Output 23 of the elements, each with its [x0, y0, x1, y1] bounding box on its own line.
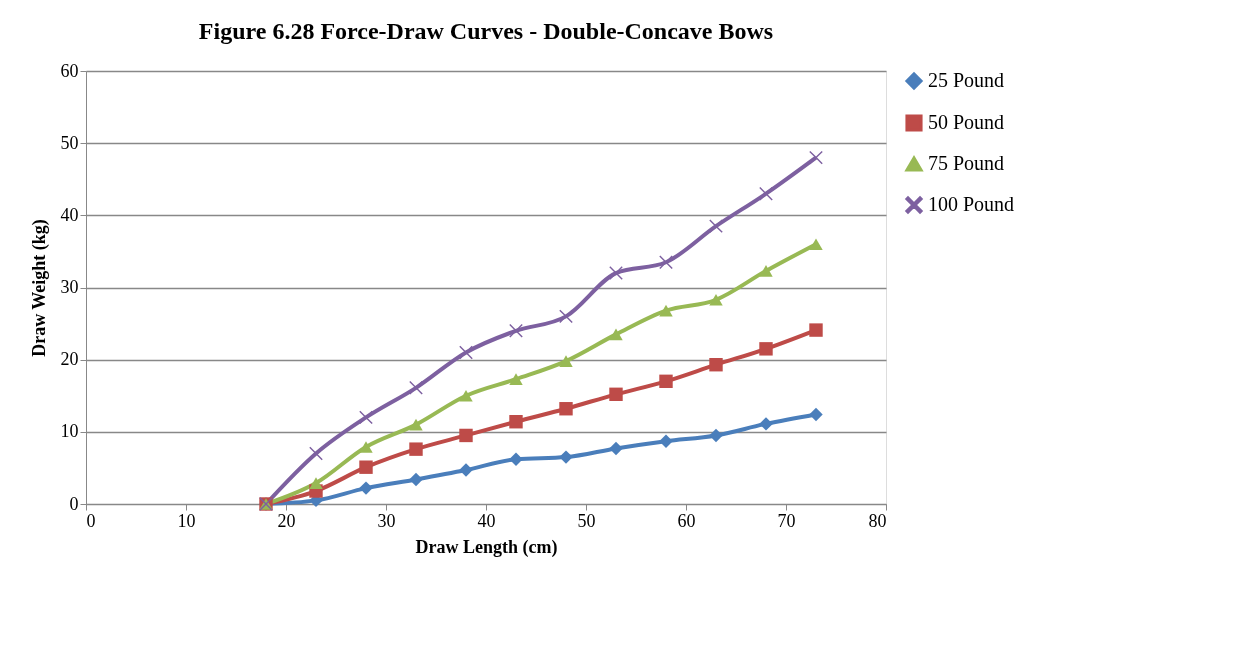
x-tick-label: 10 — [177, 510, 196, 531]
x-tick-label: 50 — [577, 510, 596, 531]
chart-title: Figure 6.28 Force-Draw Curves - Double-Concave Bows — [198, 18, 774, 44]
y-tick-label: 50 — [60, 132, 79, 153]
x-axis-title: Draw Length (cm) — [415, 536, 558, 558]
y-tick-label: 60 — [60, 60, 79, 81]
x-tick-label: 80 — [868, 510, 887, 531]
x-tick-label: 40 — [477, 510, 496, 531]
x-tick-label: 60 — [677, 510, 696, 531]
legend-label: 75 Pound — [928, 152, 1005, 174]
y-tick-label: 30 — [60, 277, 79, 297]
y-tick-label: 40 — [60, 204, 79, 225]
x-tick-label: 20 — [277, 510, 296, 531]
y-axis-title: Draw Weight (kg) — [28, 219, 50, 357]
y-tick-label: 20 — [60, 349, 79, 370]
legend-label: 100 Pound — [928, 193, 1015, 215]
x-tick-label: 0 — [86, 510, 96, 531]
y-tick-label: 0 — [69, 493, 79, 514]
legend-label: 25 Pound — [928, 69, 1005, 91]
y-tick-label: 10 — [60, 421, 79, 442]
legend-label: 50 Pound — [928, 111, 1005, 133]
x-tick-label: 70 — [777, 510, 796, 531]
x-tick-label: 30 — [377, 510, 396, 531]
